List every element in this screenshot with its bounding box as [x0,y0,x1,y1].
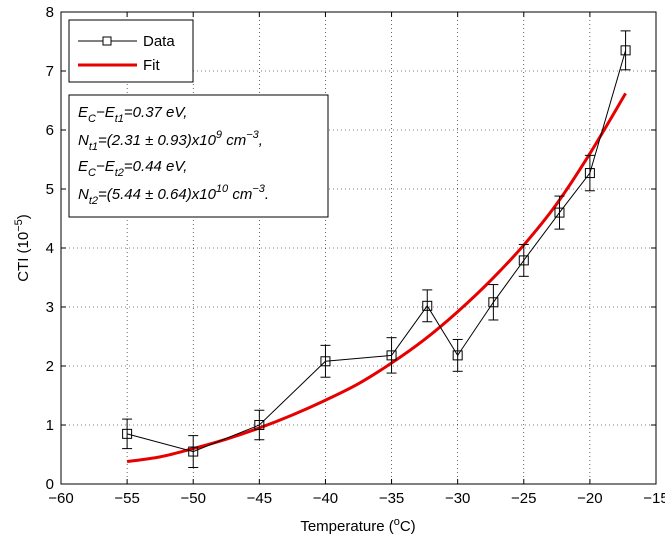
axis-ticks: −60 −55 −50 −45 −40 −35 −30 −25 −20 −15 0 1 2 3 4 5 6 7 8 [46,4,665,507]
x-axis-label-end: C) [400,518,416,535]
y-tick-label: 6 [46,122,54,139]
y-tick-label: 7 [46,63,54,80]
annotation-line-3: EC−Et2=0.44 eV, [78,158,187,179]
y-tick-label: 1 [46,417,54,434]
x-tick-label: −25 [511,490,536,507]
x-tick-label: −20 [577,490,602,507]
y-axis-label-sup: −5 [13,219,25,232]
data-series-line [126,50,627,453]
legend-data-label: Data [143,33,175,50]
y-tick-label: 5 [46,181,54,198]
x-tick-label: −45 [247,490,272,507]
annotation-line-2: Nt1=(2.31 ± 0.93)x109 cm−3, [78,129,263,153]
data-point-marker [254,420,265,430]
annotation: EC−Et1=0.37 eV, Nt1=(2.31 ± 0.93)x109 cm… [68,94,329,218]
data-series-layer [122,30,631,468]
x-axis-label: Temperature (oC) [300,516,415,535]
plot-background [61,12,656,484]
y-axis-label: CTI (10−5) [13,214,32,282]
data-point-marker [320,356,331,367]
data-point-marker [488,297,499,308]
data-point-marker [584,168,595,179]
x-tick-label: −50 [180,490,205,507]
x-tick-label: −15 [643,490,665,507]
x-axis-label-sup: o [394,516,400,528]
annotation-line-4: Nt2=(5.44 ± 0.64)x1010 cm−3. [78,183,269,207]
data-point-marker [386,350,397,361]
data-point-marker [452,350,463,361]
legend-box [68,19,194,83]
x-tick-label: −60 [48,490,73,507]
y-tick-label: 2 [46,358,54,375]
y-tick-label: 8 [46,4,54,21]
data-point-marker [518,255,529,266]
y-tick-label: 3 [46,299,54,316]
legend: Data Fit [68,19,194,83]
fit-curve [126,92,627,464]
data-point-marker [188,446,199,457]
data-point-marker [554,207,565,218]
x-axis-label-main: Temperature ( [300,518,393,535]
y-tick-label: 0 [46,476,54,493]
x-tick-label: −55 [114,490,139,507]
x-tick-label: −30 [445,490,470,507]
legend-fit-label: Fit [143,57,160,74]
annotation-line-1: EC−Et1=0.37 eV, [78,104,187,125]
y-tick-label: 4 [46,240,54,257]
fit-curve-layer [126,92,627,464]
data-point-marker [422,300,433,311]
data-point-marker [620,45,631,56]
x-tick-label: −40 [313,490,338,507]
legend-data-marker [102,36,112,46]
x-tick-label: −35 [379,490,404,507]
annotation-box [68,94,329,218]
y-axis-label-end: ) [15,214,32,219]
y-axis-label-main: CTI (10 [15,232,32,282]
data-point-marker [122,428,133,439]
